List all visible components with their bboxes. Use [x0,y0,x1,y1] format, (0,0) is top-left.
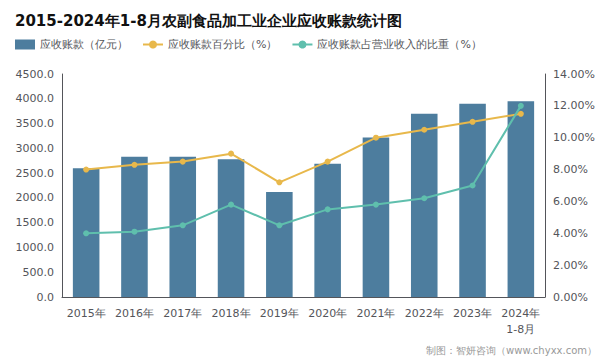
svg-text:6.00%: 6.00% [553,195,588,208]
svg-text:2500.0: 2500.0 [16,167,55,180]
svg-text:2015-2024年1-8月农副食品加工业企业应收账款统计图: 2015-2024年1-8月农副食品加工业企业应收账款统计图 [15,12,402,30]
svg-text:500.0: 500.0 [23,266,55,279]
svg-text:2017年: 2017年 [163,307,202,320]
svg-text:4500.0: 4500.0 [16,68,55,81]
svg-text:10.00%: 10.00% [553,131,595,144]
svg-text:2016年: 2016年 [115,307,154,320]
svg-text:1500.0: 1500.0 [16,216,55,229]
svg-text:制图：智妍咨询（www.chyxx.com）: 制图：智妍咨询（www.chyxx.com） [426,345,597,356]
svg-text:1-8月: 1-8月 [506,323,535,336]
svg-text:0.00%: 0.00% [553,291,588,304]
svg-text:应收账款占营业收入的比重（%）: 应收账款占营业收入的比重（%） [317,38,481,51]
svg-text:2020年: 2020年 [308,307,347,320]
svg-text:1000.0: 1000.0 [16,241,55,254]
svg-text:2.00%: 2.00% [553,259,588,272]
svg-text:4000.0: 4000.0 [16,92,55,105]
svg-text:2022年: 2022年 [405,307,444,320]
svg-text:应收账款百分比（%）: 应收账款百分比（%） [168,38,277,51]
svg-text:8.00%: 8.00% [553,163,588,176]
svg-text:14.00%: 14.00% [553,68,595,81]
svg-text:12.00%: 12.00% [553,99,595,112]
svg-text:2015年: 2015年 [67,307,106,320]
svg-text:3000.0: 3000.0 [16,142,55,155]
svg-text:0.0: 0.0 [37,291,55,304]
svg-text:2023年: 2023年 [453,307,492,320]
svg-text:2021年: 2021年 [356,307,395,320]
svg-text:2000.0: 2000.0 [16,191,55,204]
svg-text:应收账款（亿元）: 应收账款（亿元） [40,38,128,51]
svg-text:3500.0: 3500.0 [16,117,55,130]
svg-text:2024年: 2024年 [501,307,540,320]
svg-text:2018年: 2018年 [212,307,251,320]
svg-text:4.00%: 4.00% [553,227,588,240]
svg-text:2019年: 2019年 [260,307,299,320]
